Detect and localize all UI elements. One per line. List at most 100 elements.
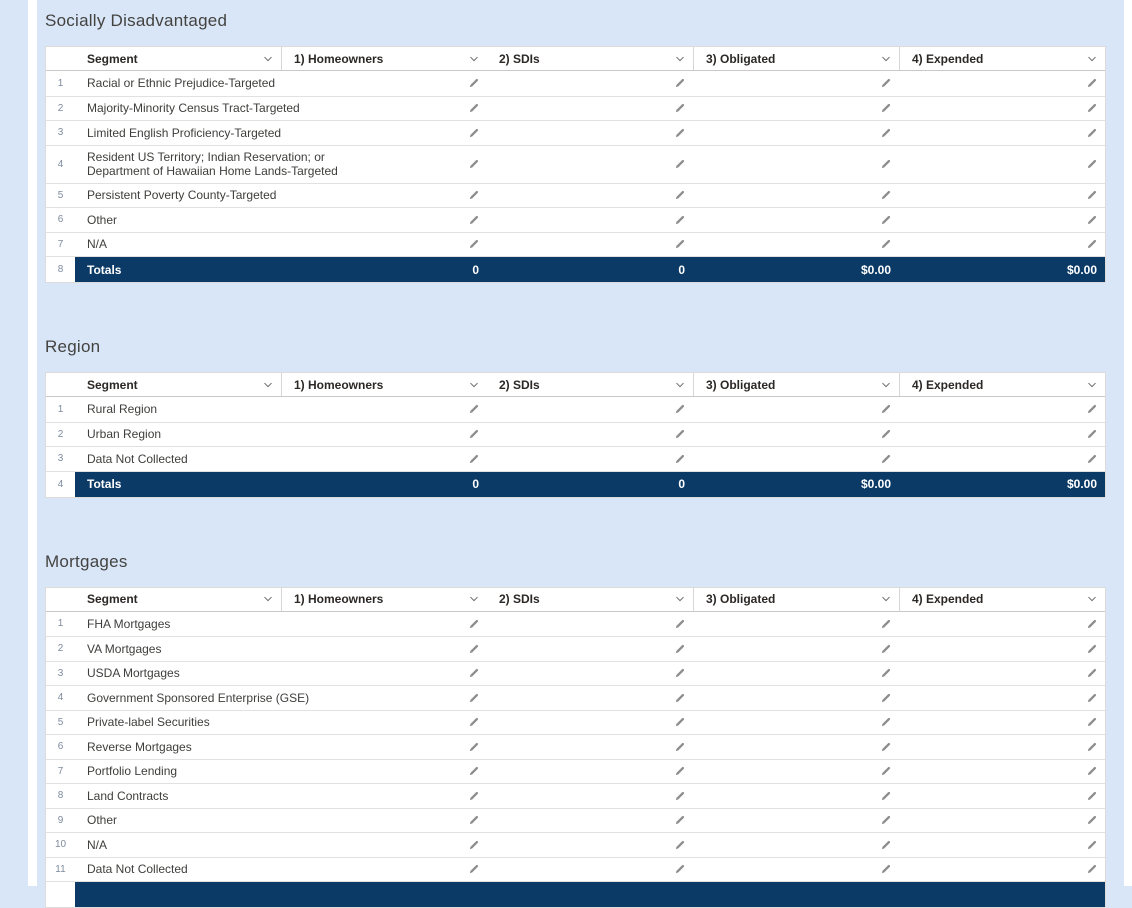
value-cell[interactable] xyxy=(281,397,487,422)
pencil-icon[interactable] xyxy=(675,215,685,225)
column-header-3[interactable]: 3) Obligated xyxy=(693,373,899,396)
value-cell[interactable] xyxy=(487,612,693,637)
value-cell[interactable] xyxy=(693,711,899,735)
value-cell[interactable] xyxy=(693,662,899,686)
pencil-icon[interactable] xyxy=(675,404,685,414)
value-cell[interactable] xyxy=(899,735,1105,759)
value-cell[interactable] xyxy=(899,233,1105,257)
pencil-icon[interactable] xyxy=(469,791,479,801)
chevron-down-icon[interactable] xyxy=(263,382,273,388)
value-cell[interactable] xyxy=(487,97,693,121)
column-header-0[interactable]: Segment xyxy=(75,47,281,70)
value-cell[interactable] xyxy=(281,184,487,208)
value-cell[interactable] xyxy=(693,858,899,882)
pencil-icon[interactable] xyxy=(675,791,685,801)
value-cell[interactable] xyxy=(487,809,693,833)
pencil-icon[interactable] xyxy=(881,429,891,439)
column-header-0[interactable]: Segment xyxy=(75,373,281,396)
value-cell[interactable] xyxy=(899,637,1105,661)
value-cell[interactable] xyxy=(487,233,693,257)
value-cell[interactable] xyxy=(693,809,899,833)
value-cell[interactable] xyxy=(487,735,693,759)
value-cell[interactable] xyxy=(487,686,693,710)
column-header-1[interactable]: 1) Homeowners xyxy=(281,47,487,70)
value-cell[interactable] xyxy=(281,423,487,447)
value-cell[interactable] xyxy=(281,97,487,121)
pencil-icon[interactable] xyxy=(1087,78,1097,88)
pencil-icon[interactable] xyxy=(675,429,685,439)
pencil-icon[interactable] xyxy=(1087,103,1097,113)
value-cell[interactable] xyxy=(899,612,1105,637)
pencil-icon[interactable] xyxy=(1087,190,1097,200)
value-cell[interactable] xyxy=(899,423,1105,447)
pencil-icon[interactable] xyxy=(1087,791,1097,801)
pencil-icon[interactable] xyxy=(1087,742,1097,752)
value-cell[interactable] xyxy=(281,233,487,257)
value-cell[interactable] xyxy=(899,833,1105,857)
pencil-icon[interactable] xyxy=(469,693,479,703)
value-cell[interactable] xyxy=(693,146,899,183)
pencil-icon[interactable] xyxy=(881,791,891,801)
value-cell[interactable] xyxy=(693,97,899,121)
pencil-icon[interactable] xyxy=(675,454,685,464)
pencil-icon[interactable] xyxy=(469,815,479,825)
pencil-icon[interactable] xyxy=(469,644,479,654)
pencil-icon[interactable] xyxy=(469,128,479,138)
value-cell[interactable] xyxy=(693,184,899,208)
value-cell[interactable] xyxy=(899,662,1105,686)
value-cell[interactable] xyxy=(281,784,487,808)
pencil-icon[interactable] xyxy=(1087,159,1097,169)
column-header-4[interactable]: 4) Expended xyxy=(899,373,1105,396)
value-cell[interactable] xyxy=(899,146,1105,183)
pencil-icon[interactable] xyxy=(881,815,891,825)
chevron-down-icon[interactable] xyxy=(263,56,273,62)
chevron-down-icon[interactable] xyxy=(1087,596,1097,602)
value-cell[interactable] xyxy=(693,397,899,422)
value-cell[interactable] xyxy=(899,447,1105,471)
value-cell[interactable] xyxy=(899,208,1105,232)
pencil-icon[interactable] xyxy=(881,668,891,678)
pencil-icon[interactable] xyxy=(881,644,891,654)
value-cell[interactable] xyxy=(281,121,487,145)
pencil-icon[interactable] xyxy=(675,766,685,776)
value-cell[interactable] xyxy=(281,760,487,784)
value-cell[interactable] xyxy=(487,146,693,183)
value-cell[interactable] xyxy=(899,858,1105,882)
value-cell[interactable] xyxy=(899,686,1105,710)
pencil-icon[interactable] xyxy=(469,404,479,414)
pencil-icon[interactable] xyxy=(675,742,685,752)
pencil-icon[interactable] xyxy=(881,404,891,414)
pencil-icon[interactable] xyxy=(675,78,685,88)
pencil-icon[interactable] xyxy=(675,864,685,874)
pencil-icon[interactable] xyxy=(881,864,891,874)
value-cell[interactable] xyxy=(899,809,1105,833)
value-cell[interactable] xyxy=(693,447,899,471)
value-cell[interactable] xyxy=(899,184,1105,208)
pencil-icon[interactable] xyxy=(675,815,685,825)
pencil-icon[interactable] xyxy=(1087,693,1097,703)
pencil-icon[interactable] xyxy=(675,128,685,138)
value-cell[interactable] xyxy=(487,184,693,208)
value-cell[interactable] xyxy=(281,637,487,661)
value-cell[interactable] xyxy=(487,208,693,232)
value-cell[interactable] xyxy=(487,858,693,882)
column-header-3[interactable]: 3) Obligated xyxy=(693,47,899,70)
chevron-down-icon[interactable] xyxy=(675,56,685,62)
value-cell[interactable] xyxy=(693,233,899,257)
pencil-icon[interactable] xyxy=(469,159,479,169)
value-cell[interactable] xyxy=(693,637,899,661)
value-cell[interactable] xyxy=(281,612,487,637)
pencil-icon[interactable] xyxy=(881,717,891,727)
chevron-down-icon[interactable] xyxy=(1087,382,1097,388)
value-cell[interactable] xyxy=(487,71,693,96)
value-cell[interactable] xyxy=(281,208,487,232)
value-cell[interactable] xyxy=(899,784,1105,808)
value-cell[interactable] xyxy=(693,208,899,232)
pencil-icon[interactable] xyxy=(469,668,479,678)
pencil-icon[interactable] xyxy=(1087,815,1097,825)
column-header-1[interactable]: 1) Homeowners xyxy=(281,588,487,611)
value-cell[interactable] xyxy=(899,760,1105,784)
pencil-icon[interactable] xyxy=(1087,454,1097,464)
value-cell[interactable] xyxy=(899,121,1105,145)
value-cell[interactable] xyxy=(281,447,487,471)
